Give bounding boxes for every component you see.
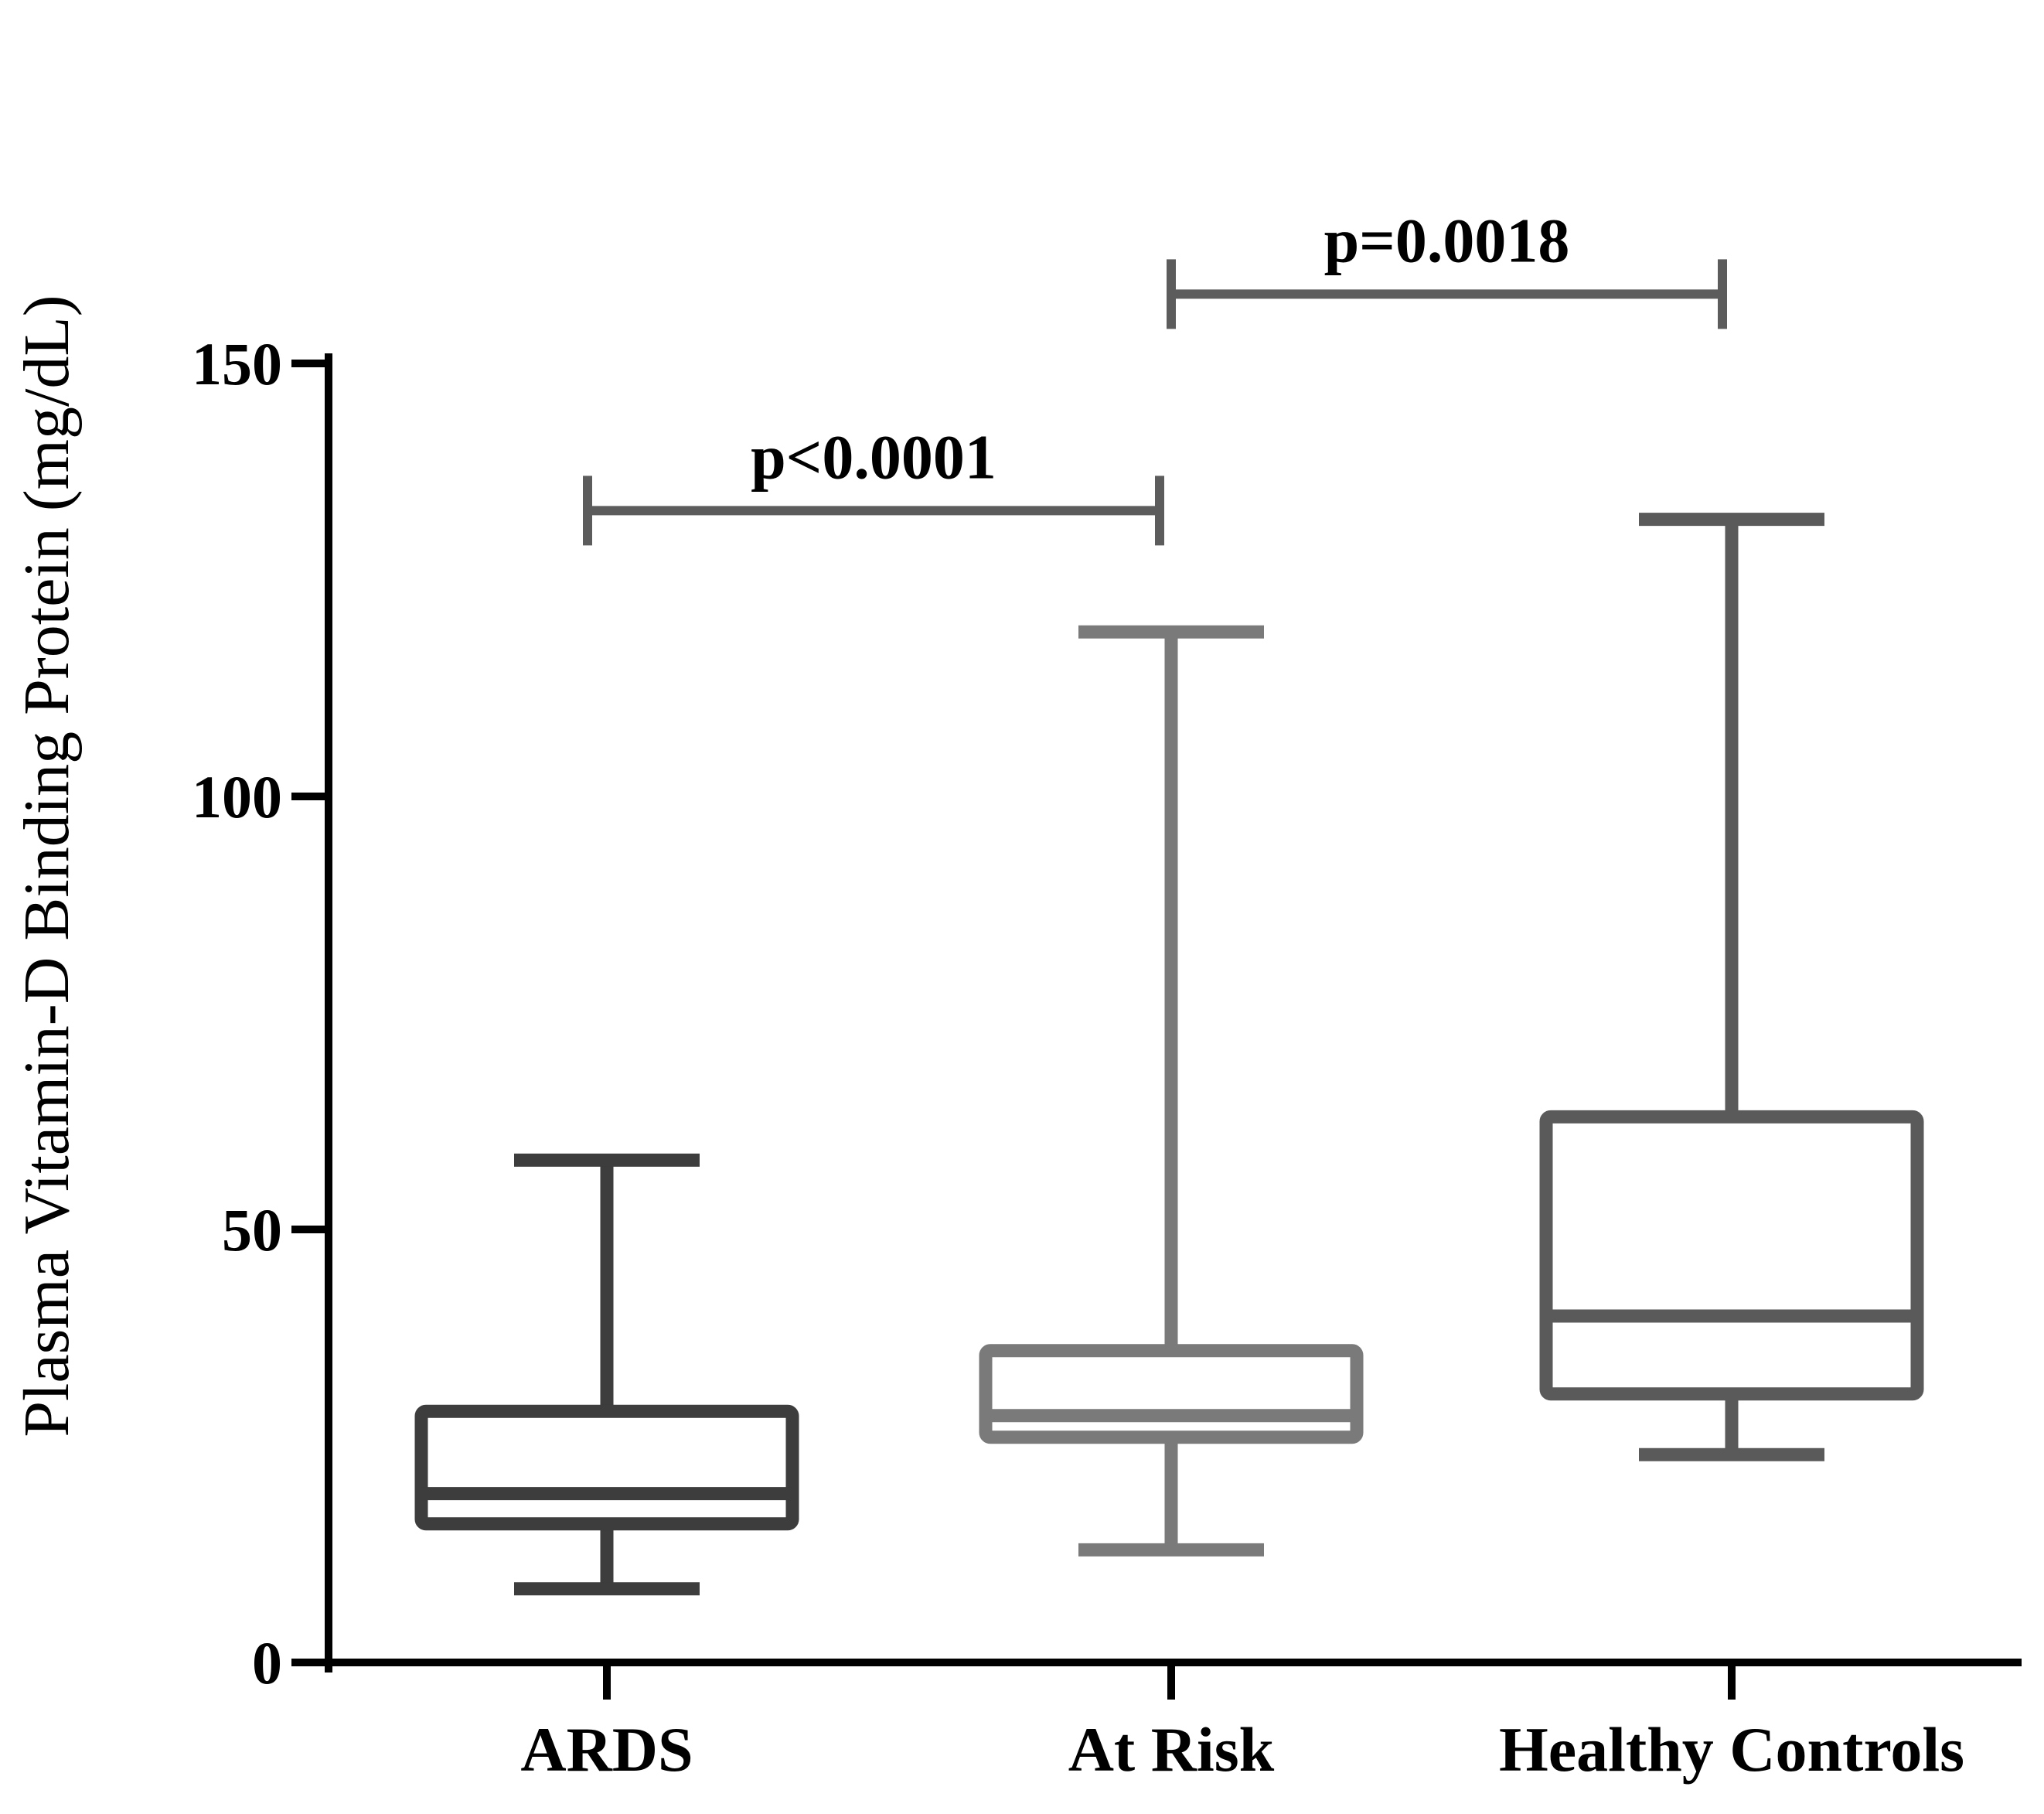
x-tick-label: At Risk — [1068, 1714, 1275, 1785]
significance-annotations: p<0.0001 p=0.0018 — [583, 205, 1727, 546]
y-tick-label: 150 — [192, 330, 282, 397]
y-tick-label: 50 — [222, 1196, 282, 1263]
significance-bracket: p=0.0018 — [1167, 205, 1727, 329]
y-tick-label: 0 — [252, 1629, 282, 1696]
box-at-risk — [979, 625, 1364, 1557]
box-ards — [414, 1153, 799, 1596]
p-value-label: p=0.0018 — [1324, 205, 1570, 275]
iqr-box — [1539, 1110, 1924, 1401]
p-value-label: p<0.0001 — [751, 421, 996, 492]
significance-bracket: p<0.0001 — [583, 421, 1164, 546]
y-tick-label: 100 — [192, 763, 282, 830]
iqr-box — [979, 1344, 1364, 1444]
iqr-box — [414, 1404, 799, 1531]
box-healthy-controls — [1539, 513, 1924, 1461]
axes: 0 50 100 150 ARDS At Risk Healthy Controls — [192, 330, 2022, 1785]
y-axis-title: Plasma Vitamin-D Binding Protein (mg/dL) — [11, 295, 83, 1437]
box-series — [414, 513, 1924, 1596]
x-tick-label: Healthy Controls — [1499, 1714, 1964, 1785]
x-tick-label: ARDS — [520, 1714, 693, 1785]
